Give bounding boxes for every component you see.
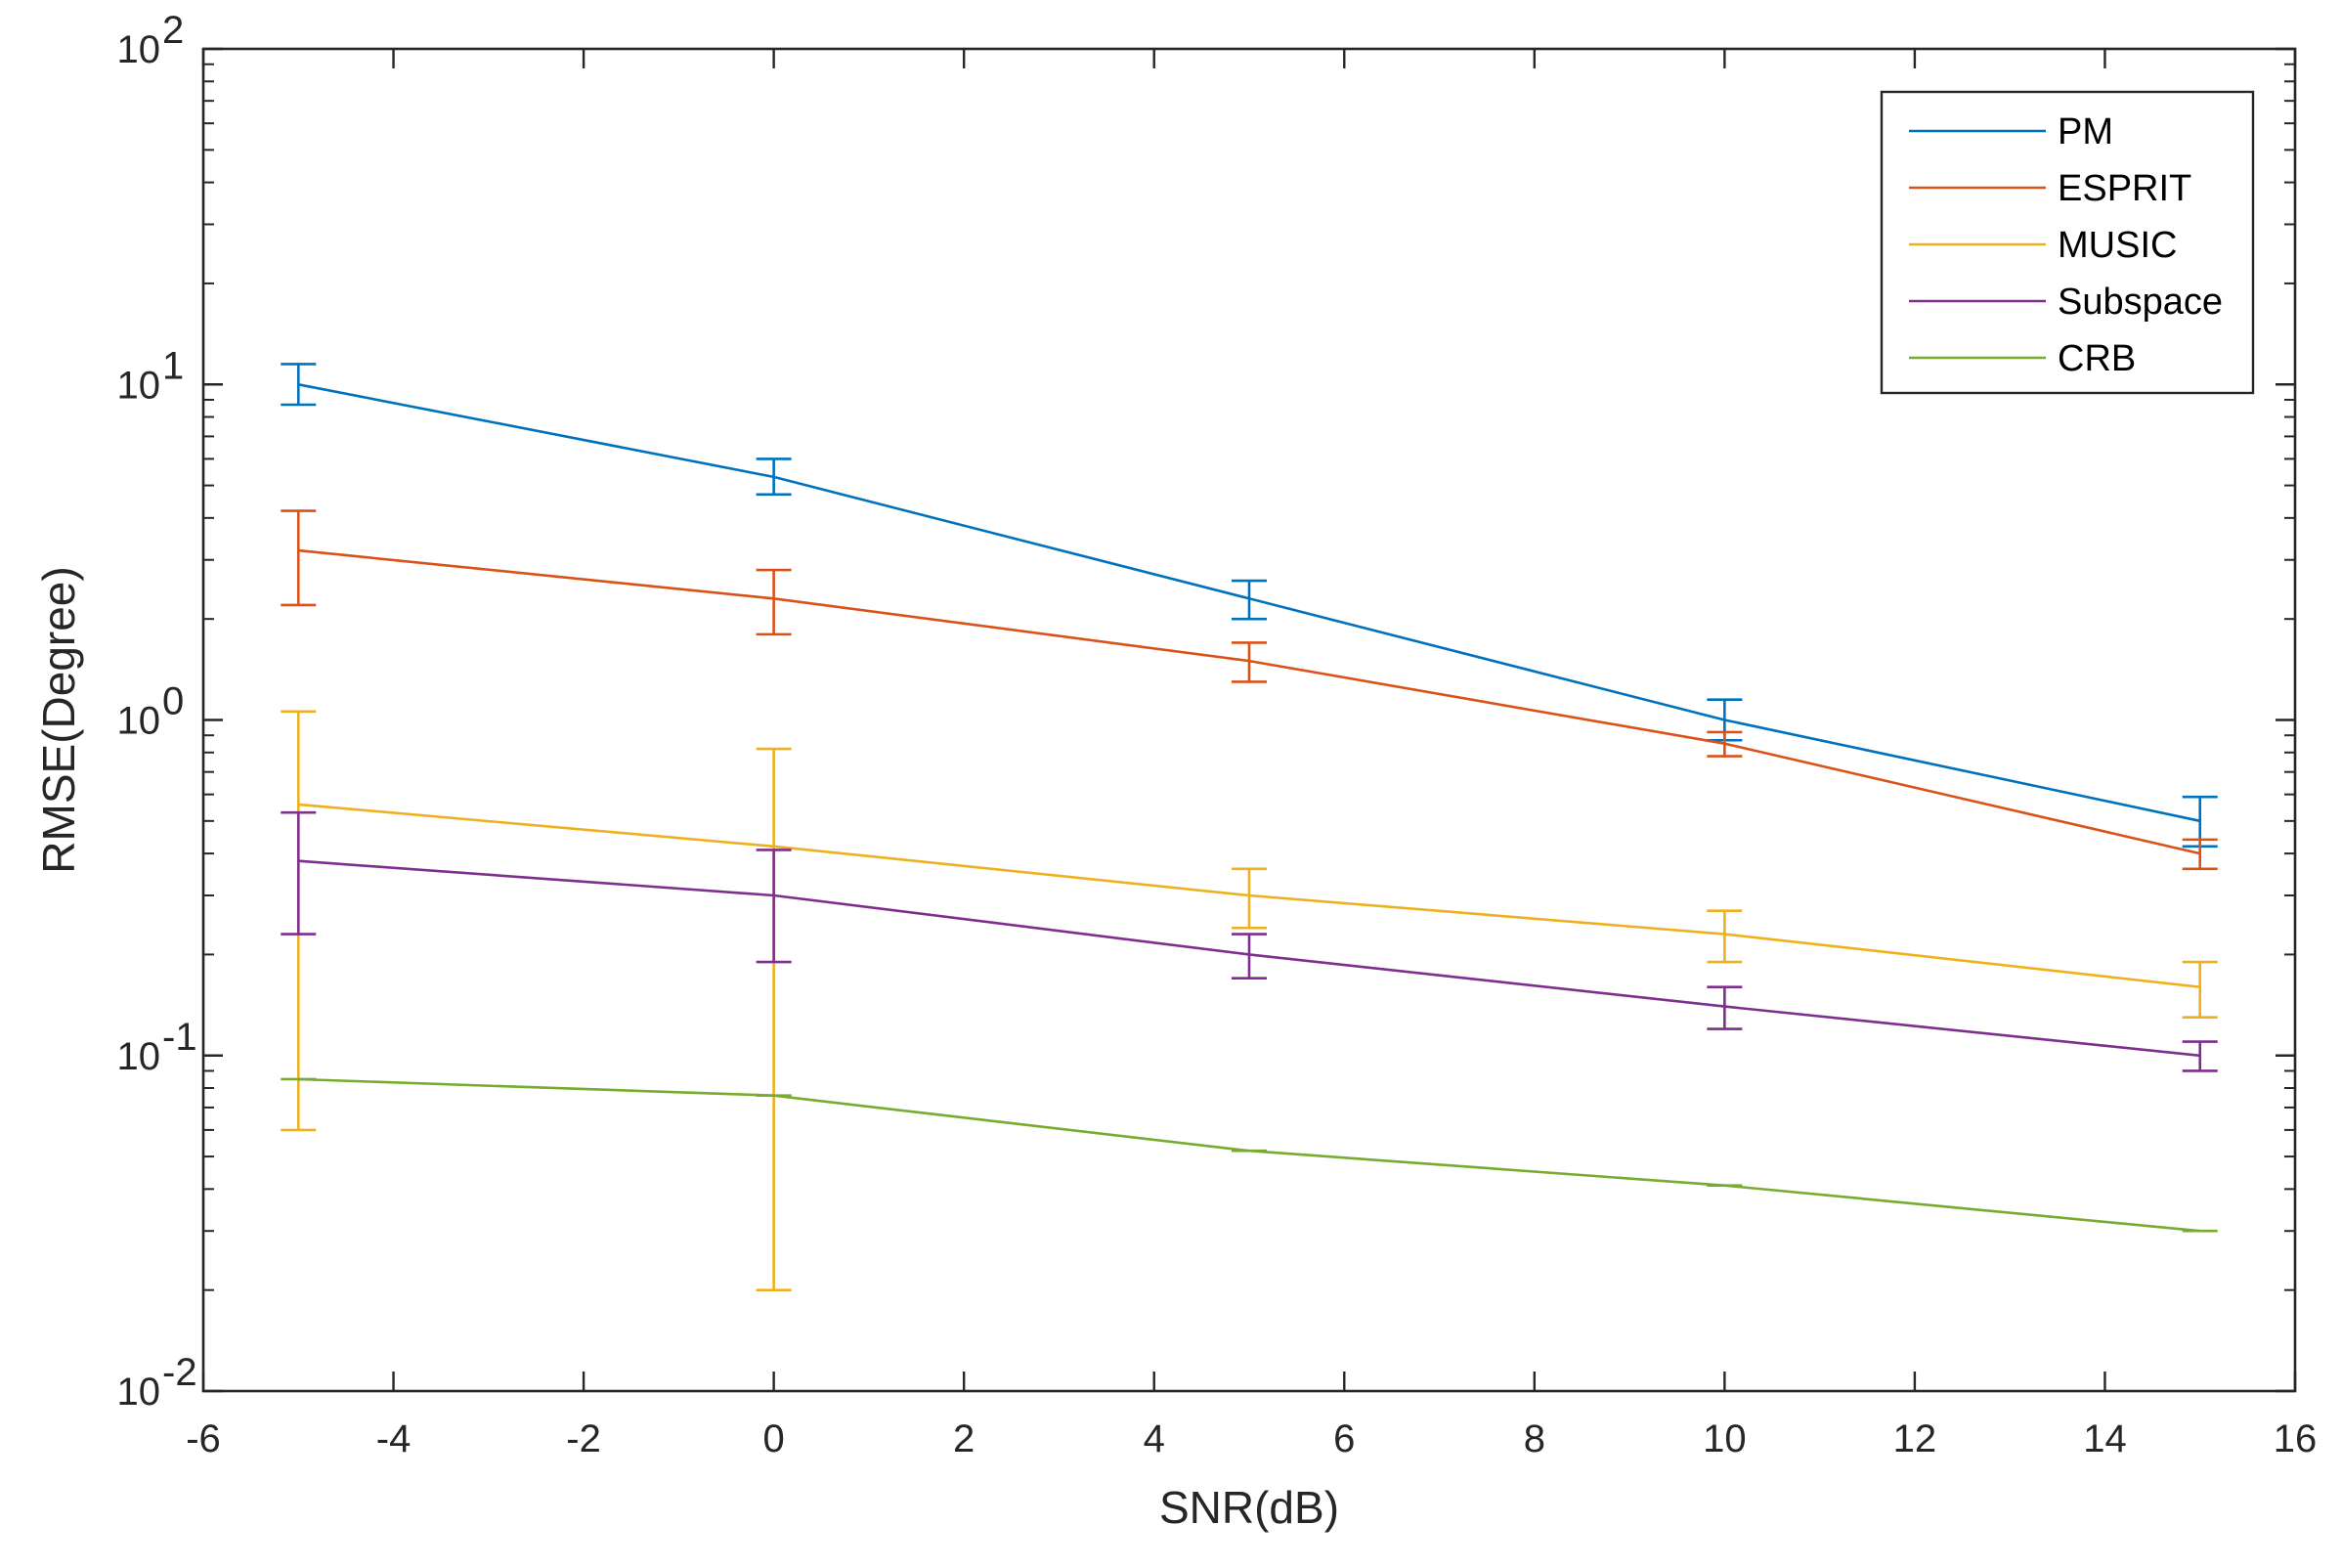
y-tick-label: 10 -1 (117, 1016, 197, 1078)
error-bar (281, 509, 317, 607)
error-bar (1232, 933, 1267, 980)
error-bar (756, 849, 792, 964)
y-tick-label-exponent: 2 (162, 9, 184, 52)
series-crb (281, 1077, 2218, 1233)
error-bar (756, 747, 792, 1291)
x-tick-label: -4 (376, 1417, 412, 1460)
x-tick-label: 6 (1333, 1417, 1355, 1460)
x-axis-title: SNR(dB) (1159, 1482, 1339, 1533)
error-bar (1232, 579, 1267, 621)
error-bar (756, 457, 792, 497)
x-tick-label: -6 (186, 1417, 221, 1460)
error-bar (756, 568, 792, 636)
legend-label: Subspace (2058, 282, 2223, 323)
x-tick-label: 12 (1893, 1417, 1937, 1460)
y-tick-label-exponent: 1 (162, 344, 184, 387)
legend-entry-music: MUSIC (1909, 225, 2177, 266)
legend-label: CRB (2058, 338, 2136, 379)
plot-area (281, 363, 2218, 1291)
y-tick-label: 10 -2 (117, 1351, 197, 1414)
legend-box (1880, 90, 2255, 395)
y-tick-label-exponent: -2 (162, 1351, 197, 1394)
x-tick-label: 8 (1524, 1417, 1545, 1460)
legend-entry-pm: PM (1909, 111, 2113, 152)
y-axis-title: RMSE(Degree) (33, 566, 84, 873)
x-tick-label: 14 (2083, 1417, 2127, 1460)
y-tick-label-exponent: -1 (162, 1016, 197, 1059)
error-bar (1232, 641, 1267, 683)
legend[interactable]: PM ESPRIT MUSIC Subspace CRB (1880, 90, 2255, 395)
error-bar (2182, 838, 2218, 871)
x-tick-label: 4 (1144, 1417, 1165, 1460)
y-tick-label-base: 10 (117, 364, 161, 407)
error-bar (1707, 985, 1743, 1030)
series-pm (281, 363, 2218, 849)
error-bar (1707, 909, 1743, 964)
y-tick-label: 10 2 (117, 9, 185, 71)
series-esprit (281, 509, 2218, 871)
y-tick-label-base: 10 (117, 28, 161, 71)
y-tick-label-base: 10 (117, 1035, 161, 1078)
y-tick-label: 10 0 (117, 680, 185, 743)
legend-entry-crb: CRB (1909, 338, 2136, 379)
y-tick-label-base: 10 (117, 700, 161, 743)
legend-entry-subspace: Subspace (1909, 282, 2223, 323)
x-tick-label: 16 (2274, 1417, 2318, 1460)
error-bar (2182, 1040, 2218, 1072)
error-bar (281, 363, 317, 407)
series-subspace (281, 810, 2218, 1072)
legend-label: PM (2058, 111, 2113, 152)
error-bar (2182, 960, 2218, 1019)
x-tick-label: -2 (566, 1417, 601, 1460)
x-tick-label: 10 (1703, 1417, 1747, 1460)
legend-entry-esprit: ESPRIT (1909, 168, 2191, 209)
y-tick-label-base: 10 (117, 1371, 161, 1414)
x-tick-label: 2 (953, 1417, 975, 1460)
error-bar (1232, 867, 1267, 930)
y-tick-label-exponent: 0 (162, 680, 184, 723)
legend-label: MUSIC (2058, 225, 2177, 266)
y-tick-label: 10 1 (117, 344, 185, 407)
x-tick-label: 0 (763, 1417, 785, 1460)
legend-label: ESPRIT (2058, 168, 2191, 209)
error-bar (1707, 730, 1743, 758)
error-bar (281, 810, 317, 936)
